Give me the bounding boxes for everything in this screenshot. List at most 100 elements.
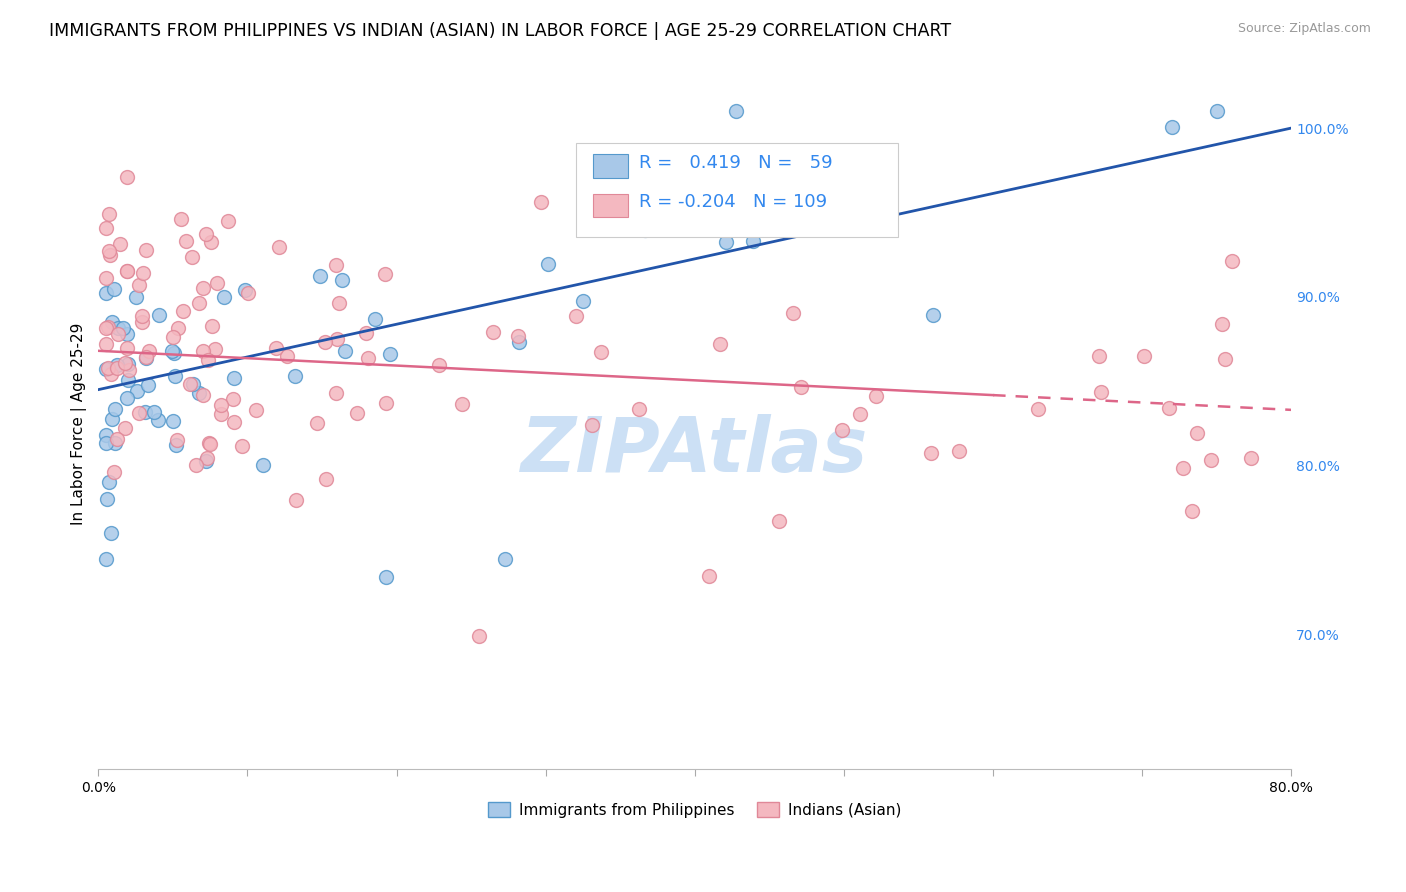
FancyBboxPatch shape — [575, 144, 897, 236]
Point — [252, 458, 274, 472]
Point — [194, 227, 217, 242]
Point — [117, 357, 139, 371]
Point — [115, 263, 138, 277]
Point — [700, 221, 723, 235]
Point — [101, 412, 124, 426]
Point — [284, 493, 307, 508]
Point — [565, 310, 588, 324]
Point — [709, 337, 731, 351]
Point — [217, 214, 239, 228]
Point — [162, 413, 184, 427]
Point — [105, 358, 128, 372]
Point — [107, 321, 129, 335]
Point — [330, 272, 353, 286]
Point — [374, 268, 396, 282]
Point — [115, 326, 138, 341]
Point — [450, 397, 472, 411]
Point — [948, 444, 970, 458]
Point — [105, 360, 128, 375]
Point — [245, 403, 267, 417]
Point — [97, 319, 120, 334]
Point — [1181, 504, 1204, 518]
Point — [572, 293, 595, 308]
Point — [1090, 385, 1112, 400]
Point — [163, 346, 186, 360]
Point — [1201, 453, 1223, 467]
Point — [1185, 425, 1208, 440]
Point — [284, 369, 307, 384]
Point — [724, 104, 747, 119]
Point — [135, 351, 157, 366]
Point — [148, 308, 170, 322]
Point — [136, 378, 159, 392]
Point — [589, 345, 612, 359]
Point — [222, 371, 245, 385]
Point — [276, 349, 298, 363]
Point — [314, 335, 336, 350]
Point — [849, 408, 872, 422]
Point — [197, 352, 219, 367]
Point — [131, 309, 153, 323]
Point — [1026, 401, 1049, 416]
Point — [104, 401, 127, 416]
Point — [214, 290, 236, 304]
Point — [231, 439, 253, 453]
Point — [768, 514, 790, 528]
Point — [188, 295, 211, 310]
Point — [97, 207, 120, 221]
Point — [267, 240, 290, 254]
Point — [118, 363, 141, 377]
Point — [201, 318, 224, 333]
Point — [307, 417, 329, 431]
Point — [114, 356, 136, 370]
Point — [530, 195, 553, 210]
Point — [375, 396, 398, 410]
Point — [222, 392, 245, 406]
Point — [200, 235, 222, 249]
Point — [335, 343, 357, 358]
Point — [165, 369, 187, 384]
Point — [103, 465, 125, 479]
Point — [98, 475, 121, 490]
Y-axis label: In Labor Force | Age 25-29: In Labor Force | Age 25-29 — [72, 322, 87, 524]
Point — [100, 368, 122, 382]
Point — [114, 421, 136, 435]
Point — [107, 326, 129, 341]
Point — [180, 250, 202, 264]
Point — [94, 285, 117, 300]
Point — [128, 278, 150, 293]
Point — [98, 248, 121, 262]
Point — [1088, 349, 1111, 363]
Point — [146, 412, 169, 426]
Point — [134, 405, 156, 419]
Point — [697, 569, 720, 583]
Point — [94, 220, 117, 235]
Legend: Immigrants from Philippines, Indians (Asian): Immigrants from Philippines, Indians (As… — [482, 797, 907, 824]
Point — [508, 335, 530, 350]
Point — [117, 264, 139, 278]
Point — [326, 332, 349, 346]
Point — [716, 235, 738, 249]
Point — [117, 169, 139, 184]
Point — [195, 454, 218, 468]
Text: R = -0.204   N = 109: R = -0.204 N = 109 — [638, 193, 827, 211]
Point — [166, 433, 188, 447]
Point — [170, 212, 193, 227]
Point — [103, 282, 125, 296]
Point — [181, 376, 204, 391]
Point — [634, 222, 657, 236]
Point — [1157, 401, 1180, 415]
Point — [506, 328, 529, 343]
Point — [741, 234, 763, 248]
Point — [209, 407, 232, 421]
Text: Source: ZipAtlas.com: Source: ZipAtlas.com — [1237, 22, 1371, 36]
Point — [427, 358, 450, 372]
Point — [167, 321, 190, 335]
Point — [179, 376, 201, 391]
Point — [94, 427, 117, 442]
Point — [184, 458, 207, 473]
Point — [1173, 461, 1195, 475]
Point — [125, 290, 148, 304]
Point — [467, 629, 489, 643]
Point — [782, 306, 804, 320]
